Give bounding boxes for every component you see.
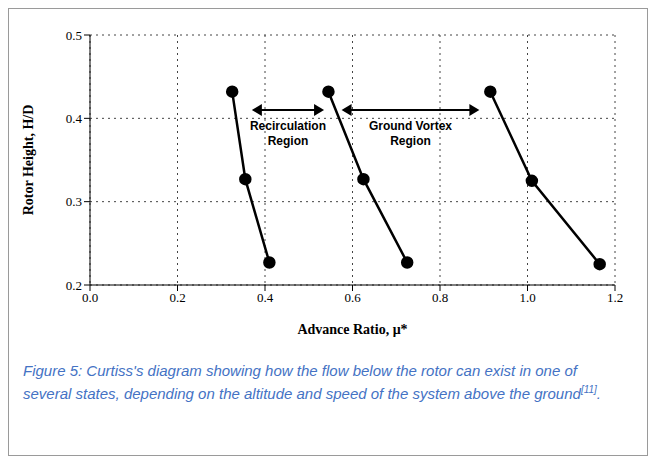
html-text:Figure 5: Curtiss's diagram sh: Figure 5: Curtiss's diagram showing how … bbox=[23, 362, 601, 402]
svg-text:Region: Region bbox=[390, 134, 431, 148]
svg-text:1.0: 1.0 bbox=[519, 290, 535, 305]
svg-text:0.2: 0.2 bbox=[169, 290, 185, 305]
svg-text:Recirculation: Recirculation bbox=[250, 119, 326, 133]
svg-text:Ground Vortex: Ground Vortex bbox=[369, 119, 452, 133]
svg-text:Advance Ratio, μ*: Advance Ratio, μ* bbox=[297, 322, 407, 337]
svg-text:Region: Region bbox=[268, 134, 309, 148]
svg-text:0.8: 0.8 bbox=[432, 290, 448, 305]
svg-text:0.0: 0.0 bbox=[82, 290, 98, 305]
svg-text:0.4: 0.4 bbox=[66, 111, 83, 126]
svg-text:0.2: 0.2 bbox=[66, 278, 82, 293]
svg-text:0.5: 0.5 bbox=[66, 28, 82, 43]
svg-text:0.4: 0.4 bbox=[257, 290, 274, 305]
svg-text:0.6: 0.6 bbox=[344, 290, 361, 305]
svg-text:0.3: 0.3 bbox=[66, 194, 82, 209]
svg-text:1.2: 1.2 bbox=[607, 290, 623, 305]
svg-text:Rotor Height, H/D: Rotor Height, H/D bbox=[21, 105, 36, 216]
